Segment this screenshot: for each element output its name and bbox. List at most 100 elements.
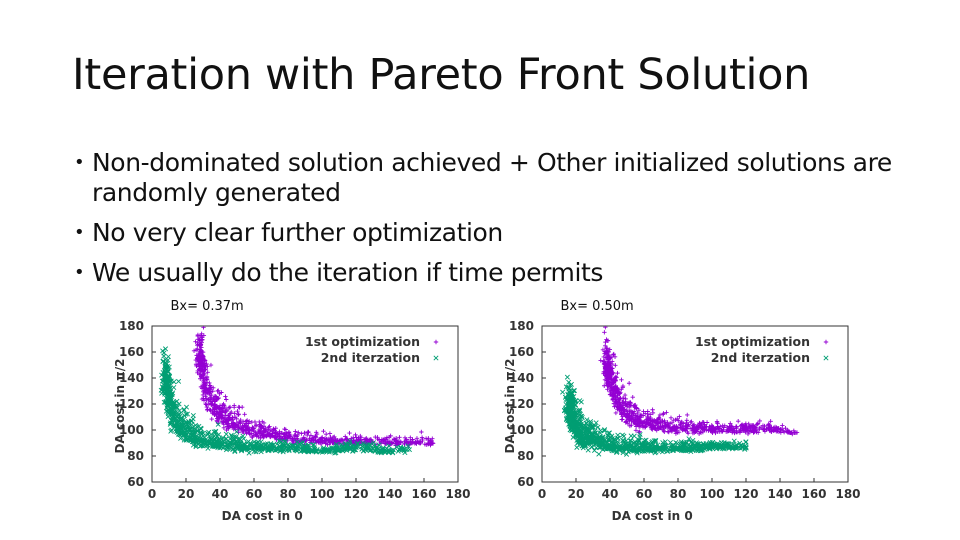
bullet-item: No very clear further optimization <box>74 218 914 248</box>
y-tick-label: 100 <box>509 423 534 437</box>
data-point <box>685 412 690 418</box>
data-point <box>648 415 654 421</box>
data-point <box>227 412 232 418</box>
data-point <box>353 444 359 450</box>
data-point <box>308 433 314 438</box>
data-point <box>593 420 599 426</box>
data-point <box>628 447 634 453</box>
data-point <box>398 439 403 444</box>
x-tick-label: 100 <box>699 487 724 501</box>
data-point <box>189 424 195 430</box>
data-point <box>215 421 221 427</box>
data-point <box>198 430 204 436</box>
data-point <box>607 347 612 352</box>
data-point <box>234 416 239 422</box>
data-point <box>722 443 728 449</box>
data-point <box>631 409 637 414</box>
data-point <box>588 419 594 425</box>
data-point <box>245 425 251 430</box>
data-point <box>163 375 169 381</box>
x-tick-label: 140 <box>767 487 792 501</box>
slide-title: Iteration with Pareto Front Solution <box>72 50 811 100</box>
data-point <box>183 411 189 417</box>
series-1 <box>158 346 412 456</box>
legend-marker <box>433 339 439 345</box>
data-point <box>679 426 685 431</box>
data-point <box>720 423 725 428</box>
legend-label: 1st optimization <box>305 334 420 349</box>
data-point <box>241 423 247 428</box>
data-point <box>234 443 240 449</box>
data-point <box>757 418 763 424</box>
data-point <box>570 417 576 423</box>
data-point <box>204 377 209 382</box>
data-point <box>214 394 219 400</box>
data-point <box>271 426 276 432</box>
y-tick-label: 60 <box>517 475 534 489</box>
x-tick-label: 20 <box>568 487 585 501</box>
data-point <box>375 436 380 442</box>
data-point <box>568 381 574 387</box>
data-point <box>794 430 800 435</box>
data-point <box>605 365 611 371</box>
legend-marker <box>433 355 439 361</box>
data-point <box>169 427 175 433</box>
data-point <box>211 405 217 410</box>
data-point <box>201 363 207 368</box>
data-point <box>607 430 613 436</box>
data-point <box>191 348 197 353</box>
data-point <box>211 396 216 402</box>
data-point <box>213 399 218 404</box>
data-point <box>208 407 213 413</box>
data-point <box>160 369 166 375</box>
data-point <box>405 443 411 449</box>
y-tick-label: 120 <box>509 397 534 411</box>
data-point <box>642 411 648 416</box>
data-point <box>339 442 345 448</box>
data-point <box>688 449 694 455</box>
data-point <box>198 355 204 360</box>
data-point <box>161 388 167 394</box>
data-point <box>213 412 219 417</box>
data-point <box>211 433 217 439</box>
data-point <box>353 432 358 437</box>
data-point <box>250 426 256 431</box>
data-point <box>203 394 208 399</box>
data-point <box>735 419 741 424</box>
data-point <box>714 426 719 431</box>
data-point <box>610 397 615 403</box>
legend-label: 2nd iterzation <box>711 350 810 365</box>
y-tick-label: 160 <box>509 345 534 359</box>
x-tick-label: 140 <box>377 487 402 501</box>
data-point <box>661 411 666 416</box>
data-point <box>623 419 629 424</box>
data-point <box>269 433 275 439</box>
data-point <box>681 447 687 453</box>
y-tick-label: 160 <box>119 345 144 359</box>
data-point <box>619 444 625 450</box>
data-point <box>743 439 749 445</box>
data-point <box>650 410 656 416</box>
data-point <box>754 428 759 433</box>
data-point <box>336 439 342 444</box>
data-point <box>289 436 295 441</box>
data-point <box>630 447 636 453</box>
data-point <box>638 415 643 420</box>
data-point <box>602 427 608 433</box>
data-point <box>260 433 266 438</box>
data-point <box>226 418 231 424</box>
data-point <box>226 413 231 418</box>
data-point <box>414 441 419 446</box>
data-point <box>623 396 628 402</box>
data-point <box>162 346 169 352</box>
data-point <box>603 339 608 345</box>
data-point <box>610 393 616 398</box>
data-point <box>378 448 385 454</box>
data-point <box>589 444 595 450</box>
data-point <box>247 441 253 447</box>
data-point <box>224 444 230 450</box>
data-point <box>673 417 678 423</box>
data-point <box>200 349 205 355</box>
data-point <box>633 424 639 429</box>
